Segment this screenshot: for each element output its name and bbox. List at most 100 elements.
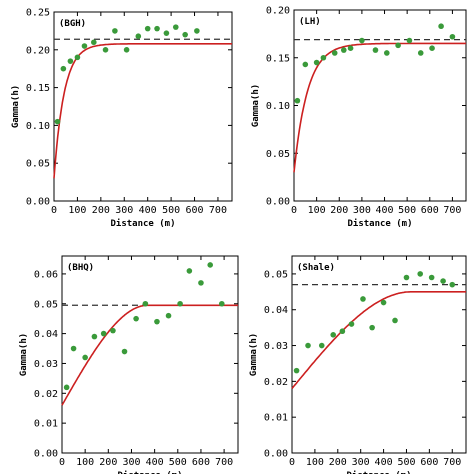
data-point	[380, 299, 387, 306]
x-tick-label: 500	[398, 205, 416, 216]
data-point	[330, 332, 337, 338]
y-tick-label: 0.01	[34, 419, 58, 430]
x-tick-label: 700	[209, 205, 227, 216]
x-tick-label: 0	[51, 205, 57, 216]
x-tick-label: 500	[397, 457, 415, 468]
data-point	[74, 54, 81, 61]
plot-frame-shale	[291, 255, 467, 454]
y-tick-label: 0.05	[264, 269, 288, 280]
data-point	[383, 50, 390, 56]
data-point	[100, 330, 107, 337]
data-point	[339, 328, 346, 335]
data-point	[154, 318, 160, 325]
x-tick-label: 500	[169, 457, 187, 468]
panel-label: (Shale)	[297, 263, 335, 273]
y-tick-label: 0.02	[34, 389, 58, 400]
data-point	[320, 54, 327, 61]
data-point	[165, 312, 172, 319]
x-tick-label: 500	[162, 205, 180, 216]
x-tick-label: 300	[115, 205, 133, 216]
x-tick-label: 300	[352, 457, 370, 468]
y-tick-label: 0.20	[26, 45, 50, 56]
data-point	[360, 296, 366, 302]
data-point	[218, 300, 225, 307]
y-axis-title: Gamma(h)	[19, 333, 29, 376]
x-tick-label: 200	[92, 205, 110, 216]
y-tick-label: 0.05	[266, 149, 290, 160]
data-point	[70, 345, 77, 352]
y-tick-label: 0.05	[26, 159, 50, 170]
data-point	[449, 33, 456, 40]
y-axis-title: Gamma(h)	[11, 85, 21, 128]
panel-label: (BHQ)	[67, 263, 94, 273]
y-axis-title: Gamma(h)	[249, 333, 259, 376]
data-point	[403, 274, 410, 281]
data-point	[54, 118, 61, 125]
plot-frame-lh	[293, 9, 467, 202]
y-tick-label: 0.00	[264, 449, 288, 460]
panel-lh: 0 100 200 300 400 500 600 700 0.00 0.05 0.10 0.15 0.…	[251, 6, 467, 229]
data-point	[182, 31, 188, 38]
data-point	[340, 47, 347, 53]
y-tick-label: 0.04	[34, 329, 58, 340]
data-point	[82, 354, 88, 361]
x-tick-label: 700	[443, 205, 461, 216]
y-tick-label: 0.03	[264, 341, 288, 352]
data-point	[60, 65, 67, 72]
panel-shale: 0 100 200 300 400 500 600 700 0.00 0.01 0.02 0.03 0.…	[249, 255, 467, 474]
y-tick-label: 0.02	[264, 377, 288, 388]
x-tick-label: 300	[353, 205, 371, 216]
x-tick-label: 0	[289, 457, 295, 468]
y-tick-label: 0.06	[34, 269, 58, 280]
data-point	[372, 47, 379, 53]
x-tick-label: 600	[420, 457, 438, 468]
data-point	[186, 268, 193, 274]
data-point	[154, 25, 160, 32]
y-tick-label: 0.15	[266, 53, 290, 64]
x-axis-title: Distance (m)	[346, 470, 411, 474]
x-tick-label: 100	[306, 457, 324, 468]
y-tick-label: 0.10	[26, 121, 50, 132]
y-tick-label: 0.10	[266, 101, 290, 112]
data-point	[194, 28, 200, 34]
y-tick-label: 0.04	[264, 305, 288, 316]
data-point	[331, 50, 338, 56]
fitted-variogram-curve	[291, 291, 466, 390]
data-point	[123, 47, 130, 53]
data-point	[142, 300, 149, 307]
y-tick-label: 0.03	[34, 359, 58, 370]
x-tick-label: 200	[329, 457, 347, 468]
x-tick-label: 400	[139, 205, 157, 216]
x-tick-label: 400	[375, 457, 393, 468]
data-point	[348, 321, 355, 327]
data-point	[177, 300, 183, 307]
data-point	[417, 271, 424, 277]
y-tick-label: 0.25	[26, 8, 50, 19]
y-tick-label: 0.01	[264, 413, 288, 424]
x-tick-label: 0	[59, 457, 65, 468]
data-point	[449, 281, 456, 288]
x-tick-label: 700	[443, 457, 461, 468]
data-point	[81, 43, 88, 49]
fitted-variogram-curve	[293, 42, 466, 173]
x-axis-title: Distance (m)	[347, 218, 412, 229]
x-tick-label: 400	[146, 457, 164, 468]
fitted-variogram-curve	[53, 43, 232, 179]
data-point	[172, 24, 179, 30]
data-point	[293, 367, 300, 374]
data-point	[347, 45, 354, 51]
data-point	[429, 45, 435, 51]
y-tick-label: 0.00	[34, 449, 58, 460]
x-tick-label: 600	[185, 205, 203, 216]
x-tick-label: 400	[375, 205, 393, 216]
panel-label: (LH)	[299, 17, 321, 27]
data-point	[406, 37, 413, 44]
data-point	[91, 333, 98, 340]
plot-frame-bhq	[61, 255, 239, 454]
data-point	[63, 384, 70, 391]
data-point	[133, 315, 139, 322]
data-point	[112, 28, 118, 34]
data-point	[392, 317, 398, 324]
data-point	[395, 42, 401, 49]
